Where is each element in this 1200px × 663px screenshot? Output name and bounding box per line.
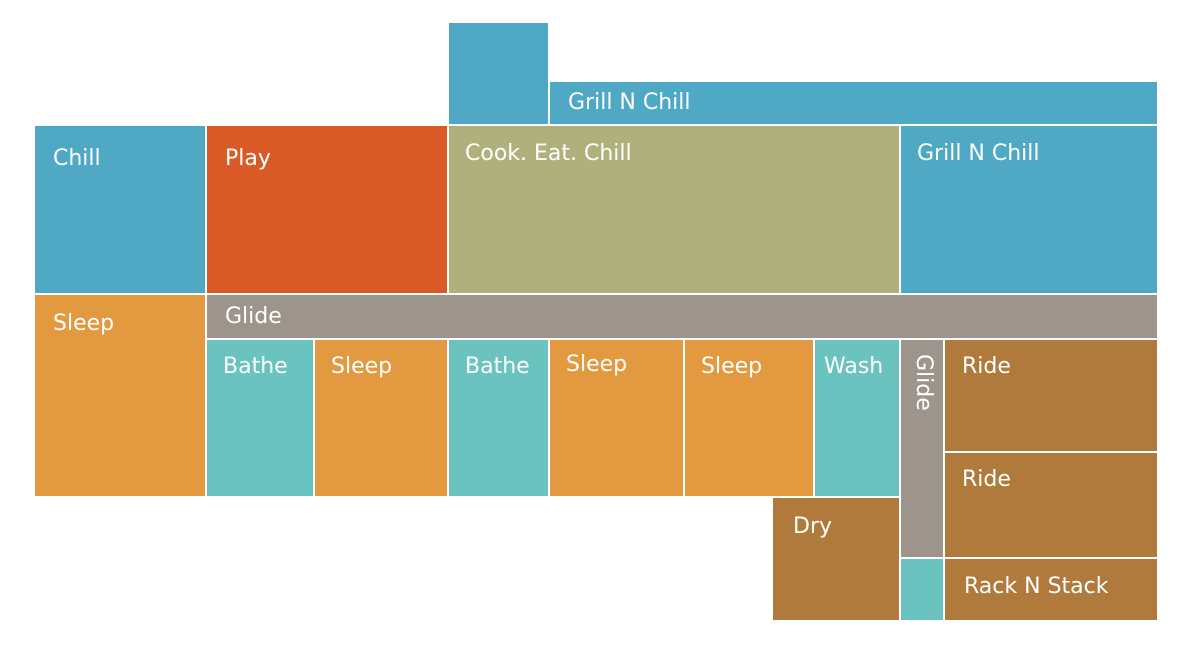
room: Bathe xyxy=(207,340,313,496)
room-label: Grill N Chill xyxy=(568,90,691,115)
room: Glide xyxy=(207,295,1157,338)
room: Dry xyxy=(773,498,899,620)
room: Ride xyxy=(945,453,1157,557)
room-label: Rack N Stack xyxy=(964,574,1109,599)
room: Sleep xyxy=(315,340,447,496)
room-label: Sleep xyxy=(566,352,628,377)
room-label: Chill xyxy=(53,146,101,171)
room: Grill N Chill xyxy=(901,126,1157,293)
room: Sleep xyxy=(35,295,205,496)
room: Rack N Stack xyxy=(945,559,1157,620)
room: Ride xyxy=(945,340,1157,451)
room: Bathe xyxy=(449,340,548,496)
room xyxy=(901,559,943,620)
room-label: Glide xyxy=(225,304,282,329)
room: Cook. Eat. Chill xyxy=(449,126,899,293)
room-label: Ride xyxy=(962,467,1011,492)
room-label: Bathe xyxy=(223,354,288,379)
room: Play xyxy=(207,126,447,293)
room: Chill xyxy=(35,126,205,293)
room-label: Dry xyxy=(793,514,833,539)
room: Sleep xyxy=(685,340,813,496)
room: Grill N Chill xyxy=(550,82,1157,124)
room-label: Sleep xyxy=(53,311,115,336)
room-label: Sleep xyxy=(701,354,763,379)
room-label: Glide xyxy=(911,354,936,411)
room-label: Grill N Chill xyxy=(917,141,1040,166)
room-label: Ride xyxy=(962,354,1011,379)
room-label: Wash xyxy=(824,354,884,379)
room: Sleep xyxy=(550,340,683,496)
room-label: Sleep xyxy=(331,354,393,379)
room-label: Cook. Eat. Chill xyxy=(465,141,632,166)
room: Wash xyxy=(815,340,899,496)
room-label: Bathe xyxy=(465,354,530,379)
room-label: Play xyxy=(225,146,271,171)
room: Glide xyxy=(901,340,943,557)
room xyxy=(449,23,548,124)
